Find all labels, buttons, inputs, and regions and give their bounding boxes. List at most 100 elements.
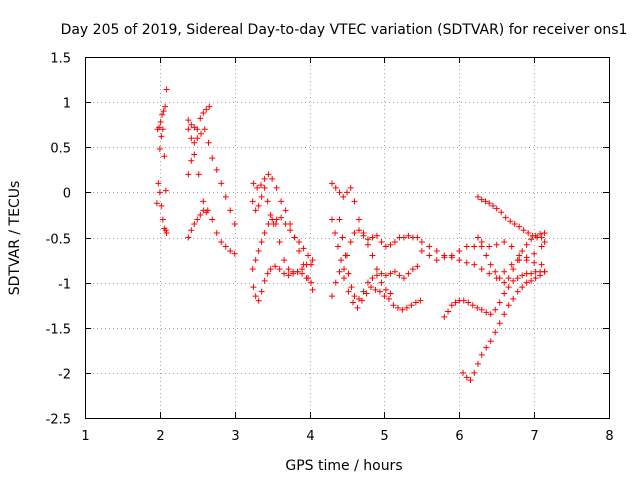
data-point (391, 239, 398, 246)
data-point (528, 236, 535, 243)
y-tick-labels: -2.5 -2 -1.5 -1 -0.5 0 0.5 1 1.5 (46, 52, 71, 428)
data-point (471, 369, 478, 376)
data-points (153, 86, 548, 384)
series-arc-4a (329, 180, 421, 250)
data-point (492, 306, 499, 313)
data-point (396, 272, 403, 279)
data-point (252, 207, 259, 214)
x-tick-label: 3 (231, 429, 239, 444)
data-point (294, 268, 301, 275)
data-point (510, 266, 517, 273)
data-point (514, 275, 521, 282)
data-point (433, 248, 440, 255)
data-point (538, 243, 545, 250)
data-point (285, 272, 292, 279)
series-arc-2a (185, 103, 213, 133)
data-point (496, 299, 503, 306)
data-point (520, 227, 527, 234)
data-point (360, 232, 367, 239)
data-point (364, 241, 371, 248)
data-point (308, 279, 315, 286)
data-point (265, 171, 272, 178)
data-point (336, 216, 343, 223)
data-point (486, 200, 493, 207)
series-arc-4b (329, 216, 421, 282)
data-point (341, 266, 348, 273)
x-tick-label: 7 (530, 429, 538, 444)
data-point (276, 266, 283, 273)
data-point (382, 286, 389, 293)
data-point (483, 309, 490, 316)
data-point (329, 180, 336, 187)
data-point (385, 295, 392, 302)
data-point (191, 151, 198, 158)
series-arc-3a (250, 171, 316, 293)
y-tick-label: -0.5 (46, 233, 71, 248)
data-point (185, 171, 192, 178)
data-point (372, 286, 379, 293)
data-point (505, 275, 512, 282)
data-point (487, 311, 494, 318)
data-point (222, 193, 229, 200)
data-point (345, 270, 352, 277)
data-point (156, 146, 163, 153)
data-point (250, 180, 257, 187)
data-point (265, 220, 272, 227)
data-point (287, 227, 294, 234)
data-point (157, 118, 164, 125)
series-arc-7a (441, 268, 548, 320)
data-point (355, 295, 362, 302)
data-point (338, 257, 345, 264)
data-point (332, 229, 339, 236)
data-point (394, 304, 401, 311)
data-point (492, 329, 499, 336)
data-point (493, 205, 500, 212)
data-point (347, 239, 354, 246)
data-point (191, 220, 198, 227)
data-point (405, 232, 412, 239)
data-point (355, 227, 362, 234)
data-point (478, 351, 485, 358)
data-point (378, 239, 385, 246)
data-point (291, 234, 298, 241)
data-point (258, 193, 265, 200)
data-point (519, 248, 526, 255)
data-point (218, 239, 225, 246)
data-point (332, 279, 339, 286)
data-point (258, 239, 265, 246)
data-point (538, 234, 545, 241)
data-point (203, 106, 210, 113)
data-point (471, 243, 478, 250)
data-point (354, 304, 361, 311)
data-point (194, 126, 201, 133)
data-point (261, 277, 268, 284)
y-tick-label: -1 (58, 278, 71, 293)
data-point (376, 288, 383, 295)
series-arc-3c (249, 216, 315, 275)
data-point (516, 223, 523, 230)
data-point (206, 103, 213, 110)
data-point (418, 239, 425, 246)
data-point (501, 311, 508, 318)
data-point (537, 230, 544, 237)
data-point (250, 284, 257, 291)
data-point (369, 275, 376, 282)
data-point (441, 313, 448, 320)
data-point (213, 229, 220, 236)
data-point (538, 261, 545, 268)
data-point (227, 248, 234, 255)
chart-title: Day 205 of 2019, Sidereal Day-to-day VTE… (61, 22, 628, 38)
data-point (209, 155, 216, 162)
data-point (483, 252, 490, 259)
data-point (448, 254, 455, 261)
data-point (478, 306, 485, 313)
data-point (373, 232, 380, 239)
data-point (200, 198, 207, 205)
data-point (445, 308, 452, 315)
data-point (460, 369, 467, 376)
data-point (258, 288, 265, 295)
data-point (508, 261, 515, 268)
data-point (486, 243, 493, 250)
data-point (400, 275, 407, 282)
data-point (159, 216, 166, 223)
